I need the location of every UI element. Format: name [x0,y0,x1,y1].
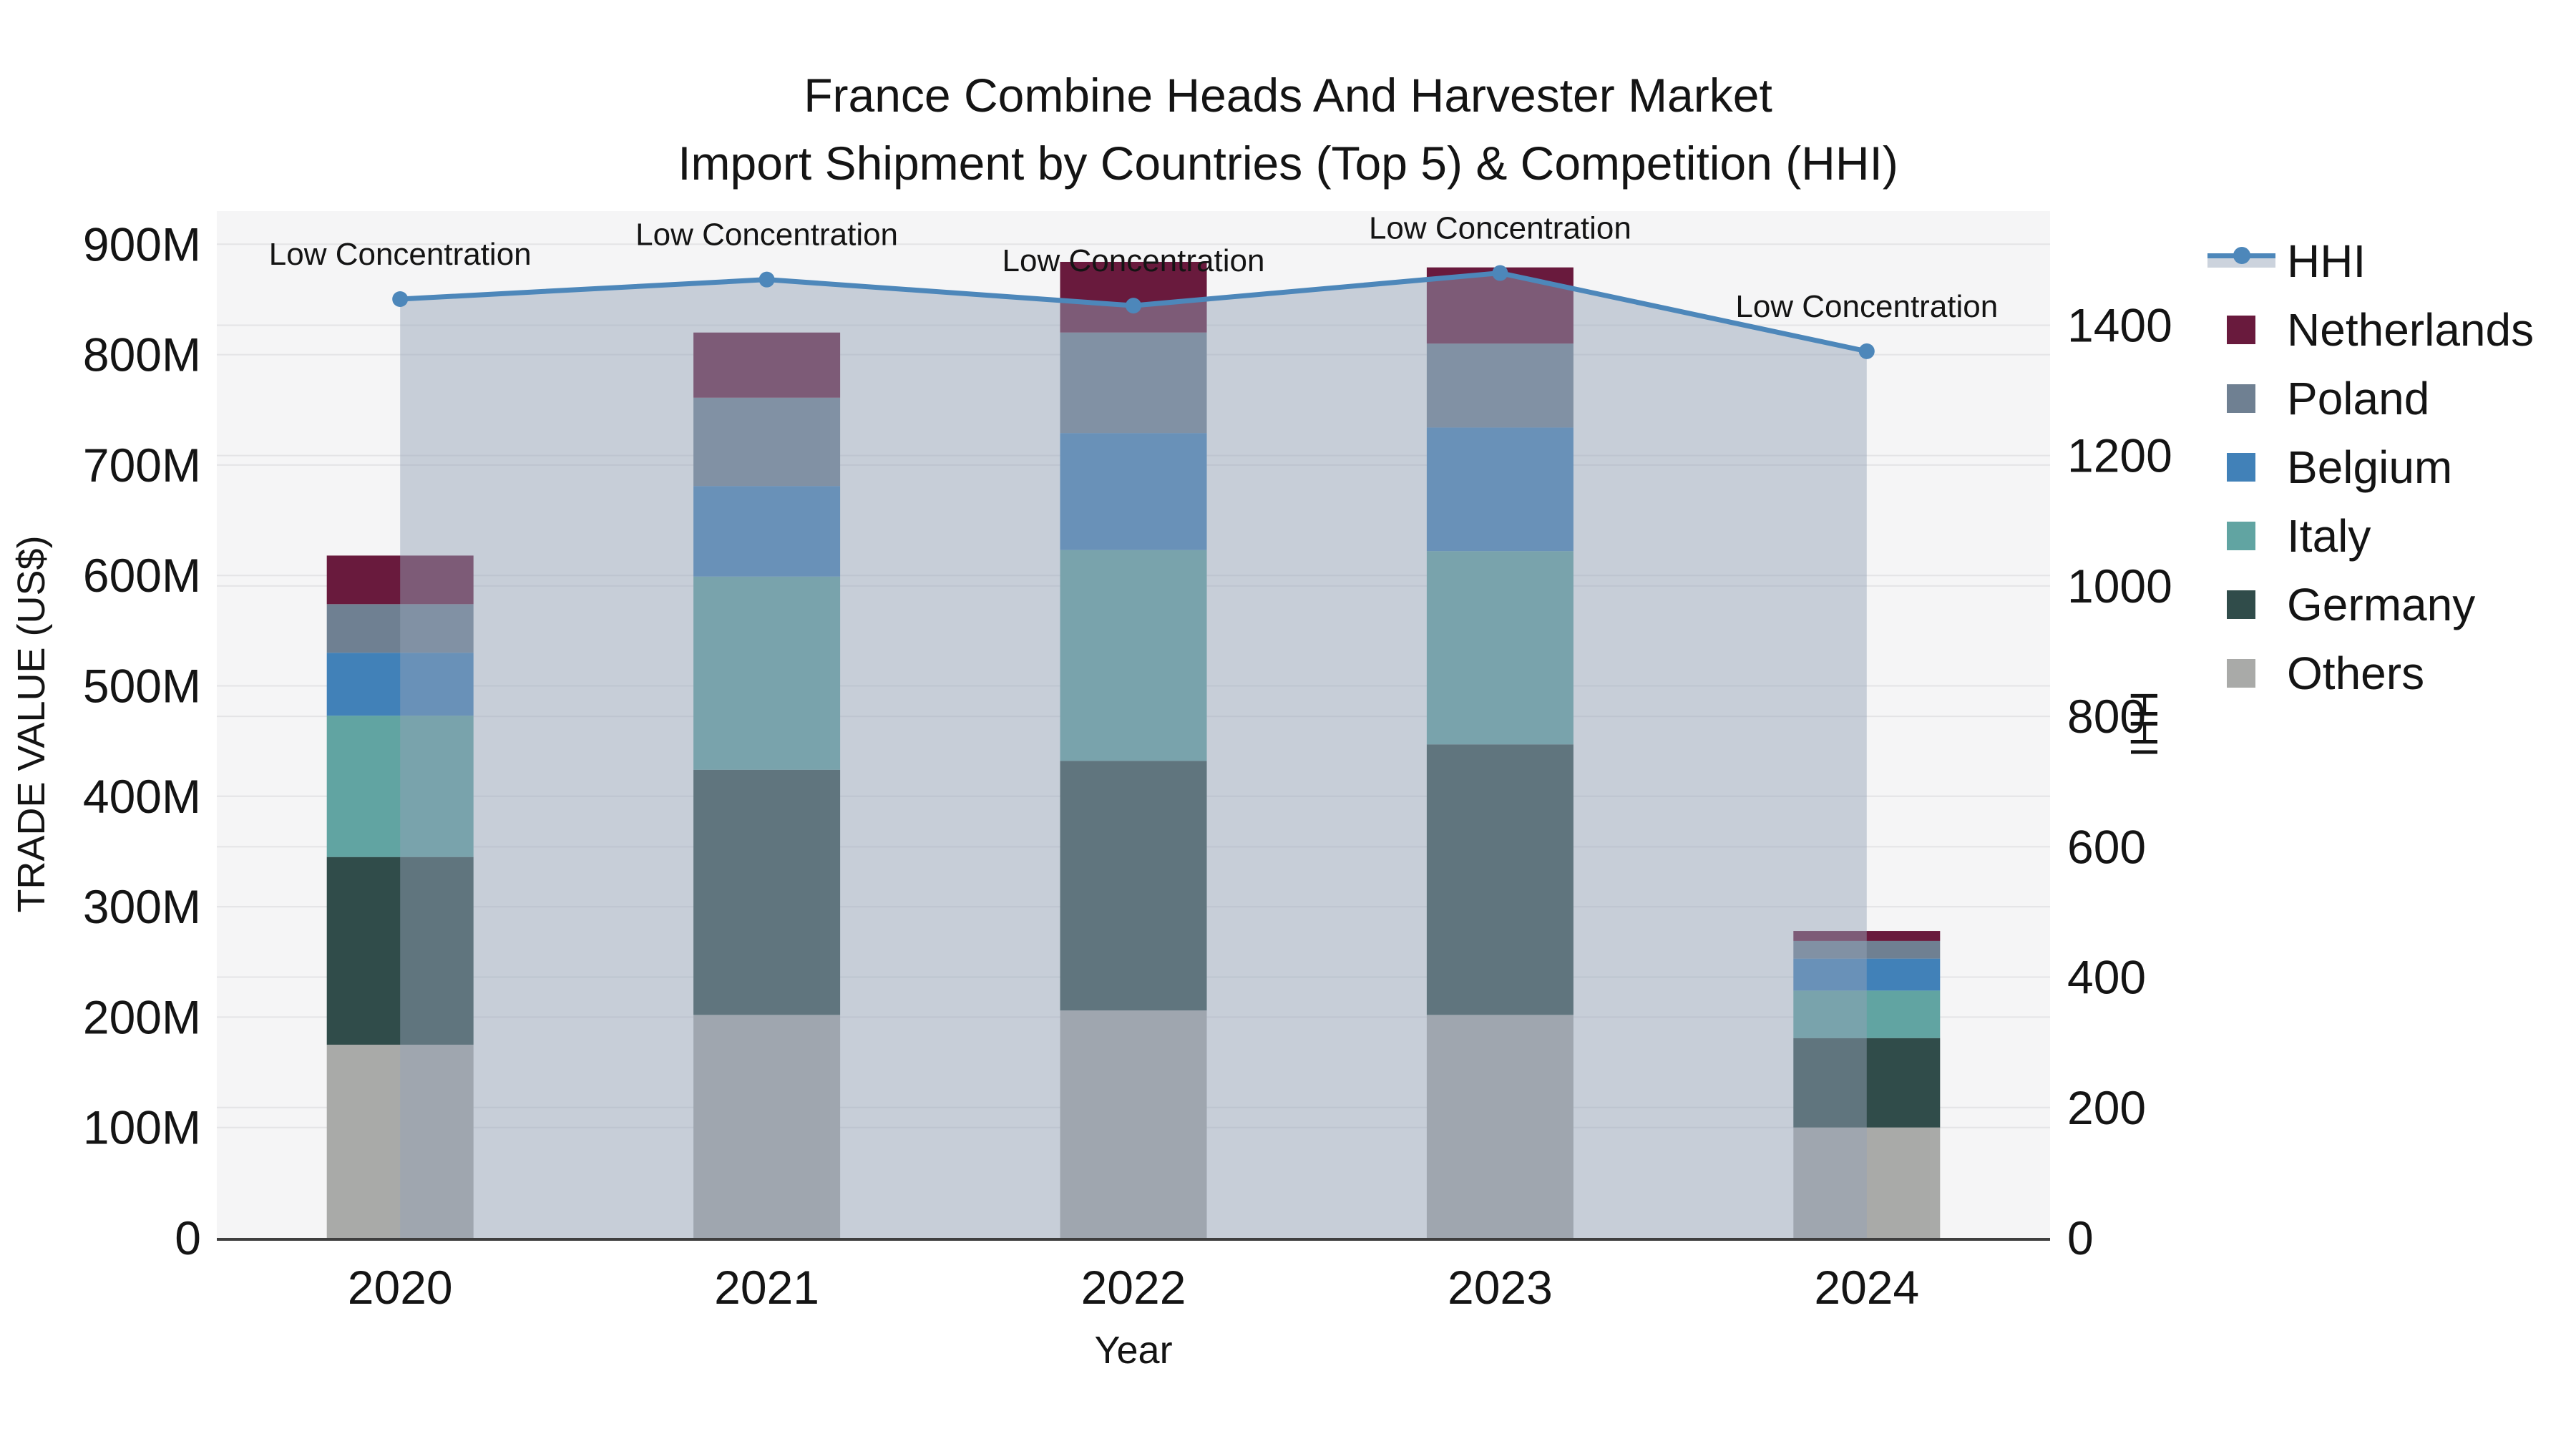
chart-title: France Combine Heads And Harvester Marke… [0,62,2576,197]
annotation-2022: Low Concentration [1002,243,1265,278]
chart-title-line1: France Combine Heads And Harvester Marke… [804,69,1772,122]
bar-segment-italy-2022[interactable] [1060,550,1207,761]
bar-segment-belgium-2022[interactable] [1060,433,1207,550]
hhi-area-fill [400,273,1867,1238]
x-tick-2020: 2020 [348,1261,453,1314]
legend-label-poland: Poland [2287,373,2430,424]
legend-item-belgium[interactable]: Belgium [2207,433,2534,502]
y-left-tick-300M: 300M [83,880,201,933]
bar-segment-belgium-2020[interactable] [326,653,474,716]
legend: HHI Netherlands Poland Belgium Italy Germany O… [2207,227,2534,708]
bar-segment-poland-2022[interactable] [1060,332,1207,434]
legend-swatch-netherlands [2227,316,2255,344]
bar-segment-poland-2020[interactable] [326,604,474,653]
bar-segment-germany-2022[interactable] [1060,761,1207,1011]
bar-segment-belgium-2024[interactable] [1793,958,1941,991]
y-right-tick-1400: 1400 [2067,298,2172,351]
bar-segment-others-2020[interactable] [326,1044,474,1238]
legend-swatch-germany [2227,590,2255,619]
bar-segment-others-2024[interactable] [1793,1127,1941,1238]
bar-segment-germany-2023[interactable] [1426,744,1574,1015]
legend-swatch-others [2227,659,2255,688]
y-right-tick-800: 800 [2067,690,2146,743]
y-right-tick-0: 0 [2067,1211,2094,1264]
bar-segment-belgium-2021[interactable] [693,486,841,577]
y-right-tick-600: 600 [2067,820,2146,873]
legend-item-germany[interactable]: Germany [2207,570,2534,639]
bar-segment-germany-2020[interactable] [326,857,474,1045]
legend-label-belgium: Belgium [2287,441,2453,493]
bar-segment-netherlands-2024[interactable] [1793,931,1941,941]
bar-segment-others-2021[interactable] [693,1015,841,1238]
bar-segment-belgium-2023[interactable] [1426,427,1574,552]
y-right-tick-1200: 1200 [2067,429,2172,482]
y-left-tick-400M: 400M [83,770,201,823]
y-left-tick-700M: 700M [83,439,201,492]
y-left-tick-0: 0 [175,1211,201,1264]
bar-segment-netherlands-2020[interactable] [326,555,474,605]
hhi-point-2024[interactable] [1858,343,1875,359]
y-left-tick-600M: 600M [83,549,201,602]
x-tick-2023: 2023 [1448,1261,1553,1314]
x-tick-2022: 2022 [1081,1261,1186,1314]
bar-segment-italy-2021[interactable] [693,576,841,770]
bar-segment-others-2022[interactable] [1060,1010,1207,1238]
y-right-tick-200: 200 [2067,1081,2146,1134]
x-tick-2021: 2021 [714,1261,819,1314]
hhi-line-legend-icon [2207,245,2275,277]
hhi-point-2023[interactable] [1492,265,1508,281]
bar-segment-italy-2020[interactable] [326,716,474,857]
annotation-2021: Low Concentration [635,218,898,253]
legend-item-netherlands[interactable]: Netherlands [2207,296,2534,364]
legend-item-italy[interactable]: Italy [2207,502,2534,570]
bar-segment-others-2023[interactable] [1426,1015,1574,1238]
bar-segment-germany-2021[interactable] [693,769,841,1015]
legend-label-hhi: HHI [2287,235,2366,287]
legend-label-italy: Italy [2287,510,2371,562]
hhi-point-2020[interactable] [392,291,409,307]
legend-item-others[interactable]: Others [2207,639,2534,708]
bar-segment-netherlands-2022[interactable] [1060,261,1207,333]
legend-item-hhi[interactable]: HHI [2207,227,2534,296]
bar-segment-netherlands-2021[interactable] [693,332,841,398]
y-left-tick-500M: 500M [83,659,201,712]
legend-label-others: Others [2287,648,2425,699]
legend-item-poland[interactable]: Poland [2207,364,2534,433]
annotation-2024: Low Concentration [1735,289,1998,324]
y-left-tick-200M: 200M [83,990,201,1043]
bar-segment-poland-2024[interactable] [1793,940,1941,959]
x-tick-2024: 2024 [1814,1261,1919,1314]
hhi-point-2021[interactable] [758,271,775,288]
legend-swatch-belgium [2227,453,2255,482]
bar-segment-poland-2023[interactable] [1426,343,1574,428]
y-right-tick-1000: 1000 [2067,560,2172,613]
x-axis-title: Year [1094,1329,1173,1372]
bar-segment-italy-2024[interactable] [1793,990,1941,1038]
bar-segment-italy-2023[interactable] [1426,551,1574,745]
y-left-tick-800M: 800M [83,328,201,381]
legend-swatch-poland [2227,384,2255,413]
chart-title-line2: Import Shipment by Countries (Top 5) & C… [678,137,1898,190]
bar-segment-germany-2024[interactable] [1793,1038,1941,1128]
legend-swatch-italy [2227,522,2255,550]
y-left-tick-900M: 900M [83,218,201,270]
bar-segment-poland-2021[interactable] [693,397,841,487]
legend-label-germany: Germany [2287,579,2476,630]
y-left-tick-100M: 100M [83,1101,201,1154]
legend-label-netherlands: Netherlands [2287,304,2534,356]
annotation-2023: Low Concentration [1369,211,1631,246]
hhi-point-2022[interactable] [1126,298,1141,314]
y-right-tick-400: 400 [2067,951,2146,1004]
annotation-2020: Low Concentration [269,237,532,272]
